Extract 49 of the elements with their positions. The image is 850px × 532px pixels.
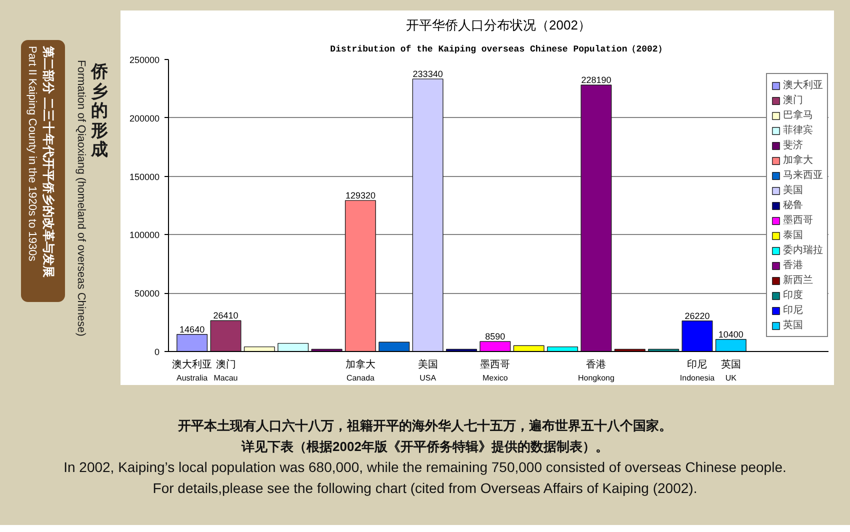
y-tick-label: 100000 [129, 230, 160, 240]
y-tick-label: 150000 [129, 172, 160, 182]
legend-label: 新西兰 [783, 274, 813, 287]
legend-label: 印度 [783, 288, 803, 302]
legend-label: 马来西亚 [783, 168, 823, 182]
text: 第二部分 二三十年代开平侨乡的改革与发展 [41, 46, 56, 278]
legend-label: 美国 [783, 184, 803, 197]
text: In 2002, Kaiping’s local population was 680,000, while the remaining 750,000 consisted of overseas Chinese people. [62, 458, 788, 477]
category-label: 澳门 Macau [214, 360, 238, 382]
legend-label: 澳大利亚 [783, 78, 823, 92]
data-label: 10400 [718, 329, 744, 340]
category-label: 澳大利亚 Australia [172, 360, 212, 382]
chart-subtitle: Distribution of the Kaiping overseas Chinese Population（2002） [330, 44, 667, 54]
data-label: 129320 [345, 190, 376, 200]
legend-label: 澳门 [783, 94, 803, 107]
legend-label: 秘鲁 [783, 199, 803, 212]
legend-label: 斐济 [783, 138, 803, 152]
data-label: 14640 [180, 324, 205, 334]
text: For details,please see the following chart (cited from Overseas Affairs of Kaiping (2002). [152, 479, 698, 498]
category-label: 墨西哥 Mexico [480, 360, 510, 382]
y-tick-label: 250000 [129, 55, 160, 65]
data-label: 228190 [581, 74, 612, 85]
legend-label: 香港 [783, 258, 803, 272]
legend-label: 巴拿马 [783, 108, 813, 122]
text: 详见下表（根据2002年版《开平侨务特辑》提供的数据制表）。 [240, 438, 610, 456]
y-tick-label: 50000 [134, 288, 160, 299]
chart-title: 开平华侨人口分布状况（2002） [406, 18, 591, 32]
legend-label: 泰国 [783, 229, 803, 242]
text: 开平本土现有人口六十八万，祖籍开平的海外华人七十五万，遍布世界五十八个国家。 [177, 417, 673, 435]
category-label: 香港 Hongkong [578, 360, 614, 382]
data-label: 8590 [485, 331, 506, 342]
y-tick-label: 0 [154, 347, 160, 357]
data-label: 233340 [412, 68, 443, 79]
legend-label: 英国 [783, 318, 803, 332]
legend-label: 加拿大 [783, 154, 813, 167]
category-label: 印尼 Indonesia [680, 360, 715, 382]
legend-label: 墨西哥 [783, 214, 813, 227]
y-tick-label: 200000 [129, 113, 160, 124]
category-label: 加拿大 Canada [345, 360, 376, 382]
legend-label: 印尼 [783, 304, 803, 317]
category-label: 美国 USA [418, 360, 438, 382]
text: 侨乡的形成 [91, 62, 109, 160]
legend-label: 委内瑞拉 [783, 244, 823, 257]
category-label: 英国 UK [720, 360, 741, 382]
data-label: 26410 [213, 310, 238, 321]
text: Part II Kaiping County in the 1920s to 1930s [25, 46, 38, 262]
legend-label: 菲律宾 [783, 124, 813, 137]
data-label: 26220 [684, 310, 710, 321]
text: Formation of Qiaoxiang (homeland of overseas Chinese) [74, 60, 88, 336]
